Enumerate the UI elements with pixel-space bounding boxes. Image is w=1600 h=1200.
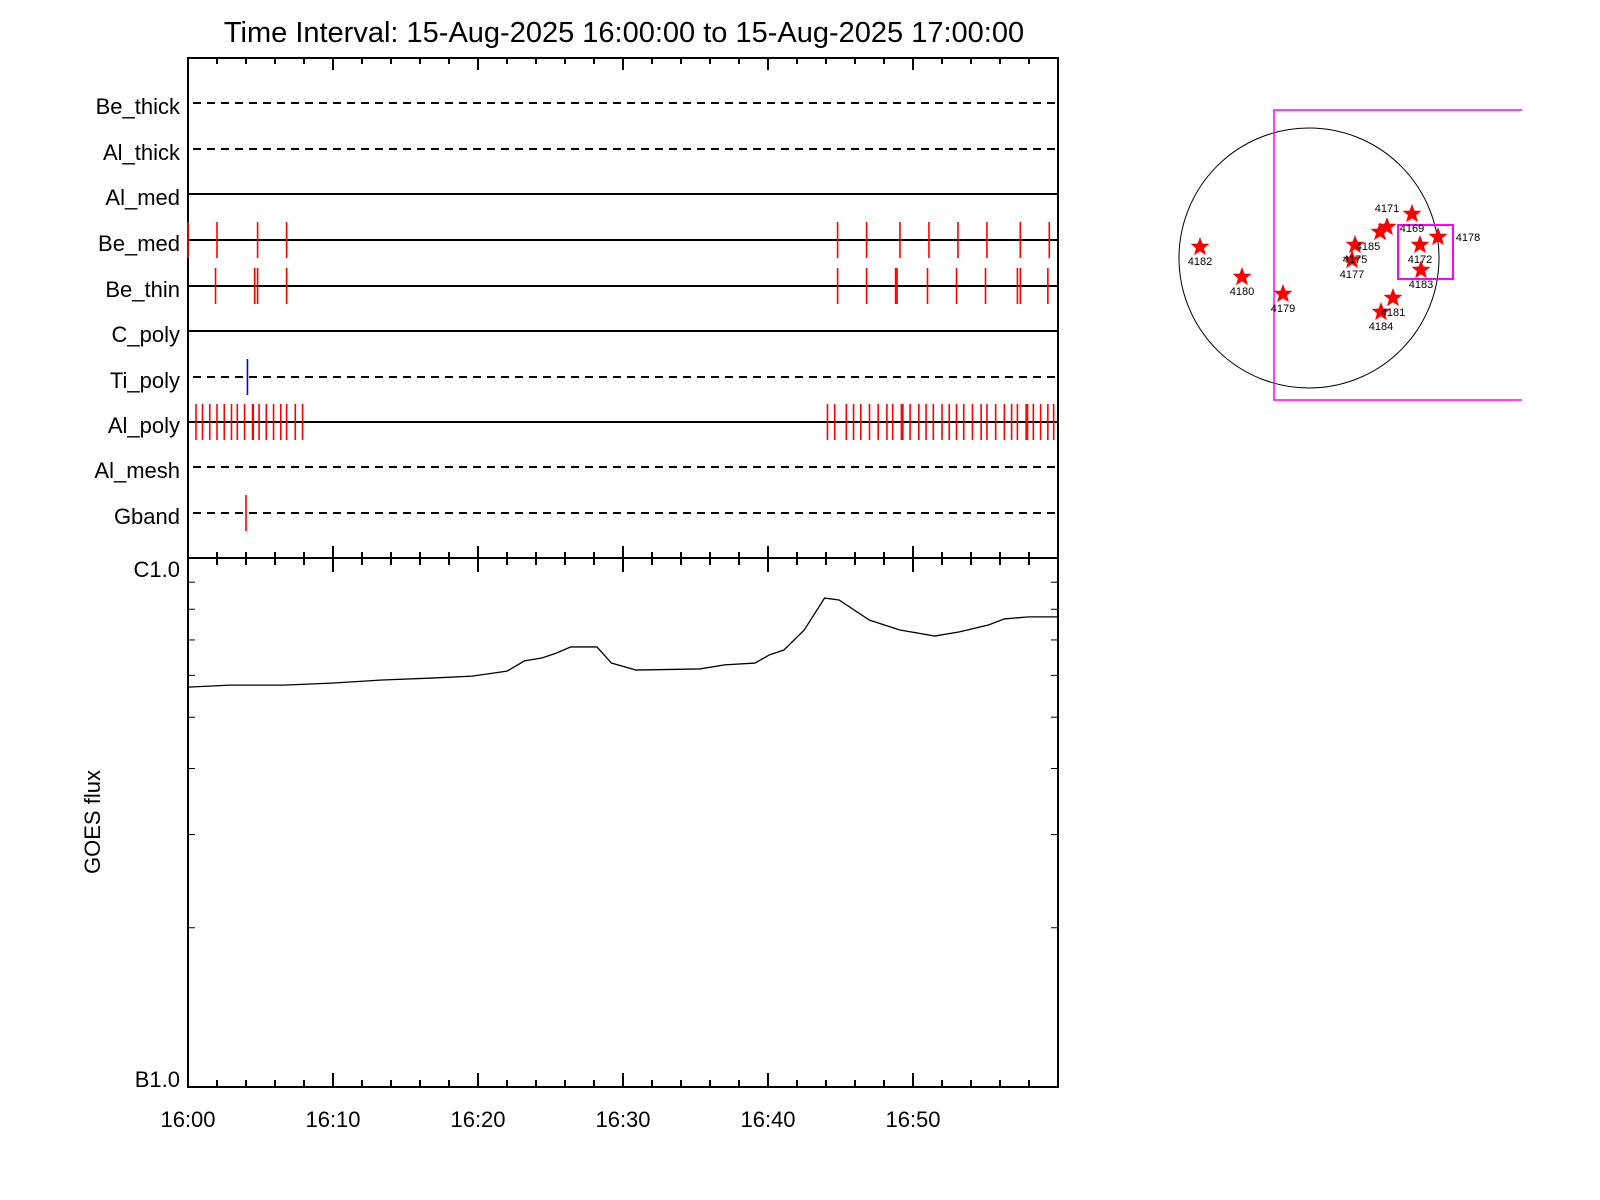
active-region-star — [1383, 288, 1403, 307]
x-tick-label: 16:20 — [450, 1107, 505, 1132]
x-tick-label: 16:10 — [305, 1107, 360, 1132]
active-region-star — [1371, 302, 1391, 321]
x-tick-label: 16:30 — [595, 1107, 650, 1132]
solar-limb — [1178, 127, 1440, 389]
chart-title: Time Interval: 15-Aug-2025 16:00:00 to 1… — [224, 17, 1024, 49]
active-region-star — [1402, 204, 1422, 223]
active-region-label: 4177 — [1340, 269, 1364, 281]
active-region-star — [1411, 260, 1431, 279]
active-region-label: 4182 — [1188, 256, 1212, 268]
active-region-star — [1232, 267, 1252, 286]
row-label-C_poly: C_poly — [112, 322, 180, 347]
active-region-star — [1370, 222, 1390, 241]
active-region-star — [1190, 237, 1210, 256]
active-region-label: 4183 — [1409, 279, 1433, 291]
active-region-label: 4179 — [1271, 303, 1295, 315]
row-label-Al_mesh: Al_mesh — [94, 458, 180, 483]
row-label-Al_poly: Al_poly — [108, 413, 180, 438]
x-tick-label: 16:50 — [885, 1107, 940, 1132]
row-label-Be_thin: Be_thin — [105, 277, 180, 302]
active-region-label: 4169 — [1400, 223, 1424, 235]
raster-frame — [187, 57, 1059, 559]
row-label-Ti_poly: Ti_poly — [110, 368, 180, 393]
active-region-label: 4185 — [1356, 241, 1380, 253]
active-region-label: 4171 — [1375, 203, 1399, 215]
active-region-label: 4175 — [1343, 254, 1367, 266]
active-region-label: 4172 — [1408, 254, 1432, 266]
active-region-label: 4184 — [1369, 321, 1393, 333]
y-tick-label-bottom: B1.0 — [135, 1067, 180, 1092]
event-raster-panel: Be_thick Al_thick Al_med Be_med Be_thin C_pol… — [94, 57, 1059, 559]
row-label-Be_med: Be_med — [98, 231, 180, 256]
y-tick-label-top: C1.0 — [134, 557, 180, 582]
active-region-label: 4181 — [1381, 307, 1405, 319]
active-region-star — [1428, 227, 1448, 246]
active-region-star — [1345, 235, 1365, 254]
row-label-Be_thick: Be_thick — [96, 94, 181, 119]
active-region-star — [1410, 235, 1430, 254]
x-tick-label: 16:00 — [160, 1107, 215, 1132]
goes-flux-panel: GOES flux C1.0 B1.0 16:00 16:10 16:20 16:30… — [80, 557, 1059, 1132]
goes-frame — [187, 557, 1059, 1088]
active-region-star — [1342, 250, 1362, 269]
row-label-Al_thick: Al_thick — [103, 140, 181, 165]
zoom-box — [1397, 224, 1454, 280]
active-region-star — [1273, 284, 1293, 303]
x-tick-label: 16:40 — [740, 1107, 795, 1132]
active-region-star — [1377, 217, 1397, 236]
row-label-Al_med: Al_med — [105, 185, 180, 210]
y-axis-label: GOES flux — [80, 770, 105, 874]
goes-flux-line — [187, 597, 1058, 688]
field-of-view-box — [1273, 109, 1522, 401]
active-region-label: 4180 — [1230, 286, 1254, 298]
row-label-Gband: Gband — [114, 504, 180, 529]
active-region-label: 4178 — [1456, 232, 1480, 244]
